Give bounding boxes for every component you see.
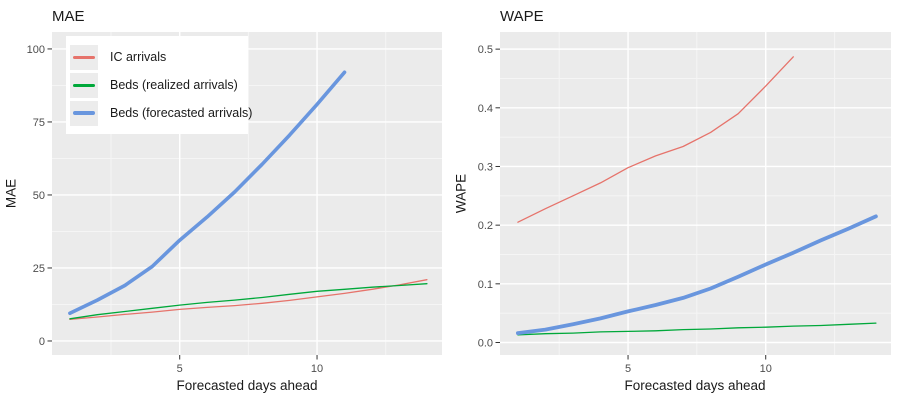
x-tick-label: 10 [311,363,323,375]
y-tick-label: 50 [33,190,45,202]
chart-title: MAE [52,8,85,25]
series-line-ic-arrivals [69,279,428,321]
y-tick-label: 0.2 [478,220,493,232]
legend-item: Beds (forecasted arrivals) [70,99,252,127]
chart-title: WAPE [500,8,544,25]
series-line-ic-arrivals [517,56,794,223]
series-line-beds-realized-arrivals [69,283,428,320]
y-tick-label: 100 [27,44,45,56]
y-axis-title: MAE [4,179,19,208]
legend-key-line [73,55,95,59]
x-tick-label: 5 [625,363,631,375]
series-line-beds-forecasted-arrivals [516,214,878,336]
legend-item-label: IC arrivals [110,49,167,64]
x-axis-title: Forecasted days ahead [624,378,765,393]
legend-item-label: Beds (realized arrivals) [110,77,238,92]
legend-key-line [73,111,95,115]
legend-item-label: Beds (forecasted arrivals) [110,105,253,120]
legend-key [70,44,98,70]
wape-plot-svg: 5 10 0.0 0.1 0.2 0.3 0.4 0.5 WAPE WAPE Forecast… [454,8,891,393]
x-tick-label: 5 [177,363,183,375]
series-line-beds-forecasted-arrivals [68,70,347,316]
y-tick-label: 0.4 [478,103,493,115]
panel-layer: 5 10 0.0 0.1 0.2 0.3 0.4 0.5 [478,32,891,375]
legend-key-line [73,83,95,87]
legend-item: IC arrivals [70,43,248,71]
legend-key [70,72,98,98]
x-tick-label: 10 [760,363,772,375]
panel-background [500,32,891,355]
legend-item: Beds (realized arrivals) [70,71,248,99]
mae-chart: 5 10 0 25 50 75 100 MAE MAE Forecasted days ah… [4,8,442,393]
x-axis-title: Forecasted days ahead [176,378,317,393]
y-tick-label: 0.3 [478,161,493,173]
y-tick-label: 75 [33,117,45,129]
y-tick-label: 0.1 [478,279,493,291]
y-tick-label: 25 [33,263,45,275]
y-tick-label: 0.0 [478,338,493,350]
y-tick-label: 0.5 [478,44,493,56]
wape-chart: 5 10 0.0 0.1 0.2 0.3 0.4 0.5 WAPE WAPE Forecast… [450,0,900,400]
y-tick-label: 0 [39,336,45,348]
legend: IC arrivals Beds (realized arrivals) Bed… [66,36,252,134]
legend-key [70,100,98,126]
series-line-beds-realized-arrivals [517,322,877,336]
y-axis-title: WAPE [454,174,469,213]
